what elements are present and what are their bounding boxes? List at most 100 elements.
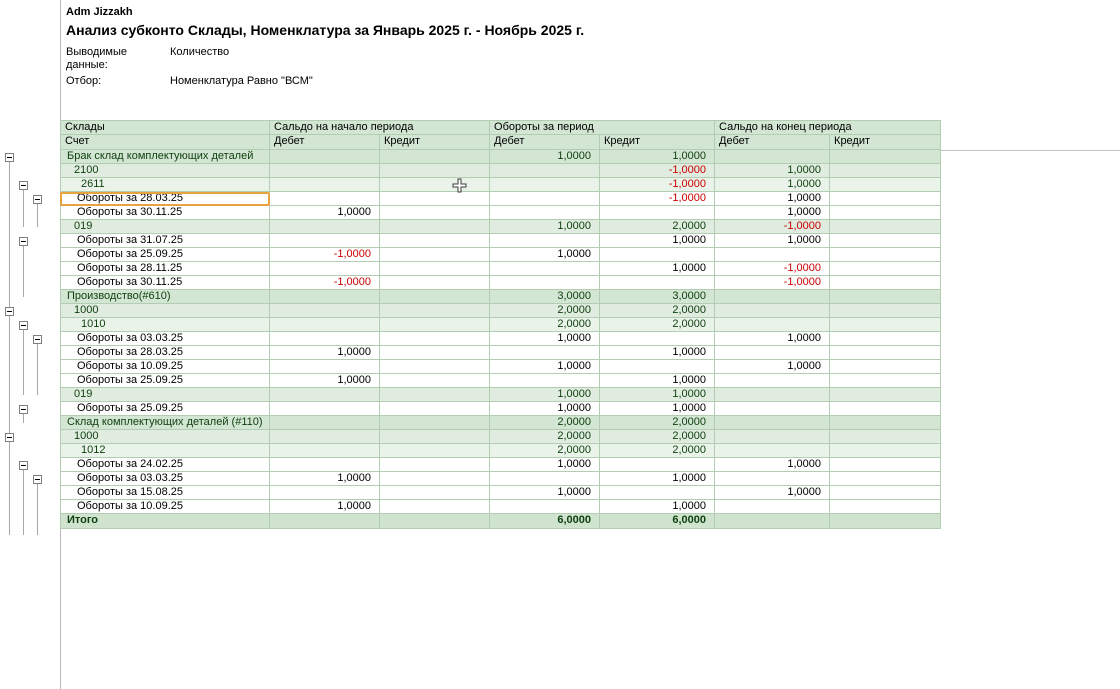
value-cell[interactable] [380,220,491,234]
value-cell[interactable] [490,276,601,290]
value-cell[interactable]: -1,0000 [270,248,380,262]
value-cell[interactable] [600,248,716,262]
value-cell[interactable] [830,514,942,529]
value-cell[interactable] [380,346,491,360]
value-cell[interactable]: 1,0000 [600,346,716,360]
value-cell[interactable]: 1,0000 [490,248,601,262]
header-credit-col[interactable]: Кредит [600,135,716,150]
header-closing-balance[interactable]: Сальдо на конец периода [715,120,942,135]
value-cell[interactable] [490,234,601,248]
value-cell[interactable]: 2,0000 [490,416,601,430]
value-cell[interactable]: 1,0000 [490,360,601,374]
row-label-cell[interactable]: Обороты за 10.09.25 [60,500,270,514]
value-cell[interactable]: 1,0000 [490,388,601,402]
value-cell[interactable]: 1,0000 [490,402,601,416]
row-label-cell[interactable]: Обороты за 30.11.25 [60,276,270,290]
value-cell[interactable] [270,514,380,529]
value-cell[interactable]: 1,0000 [600,262,716,276]
value-cell[interactable] [830,458,942,472]
value-cell[interactable] [830,332,942,346]
value-cell[interactable]: 1,0000 [600,388,716,402]
value-cell[interactable] [380,486,491,500]
value-cell[interactable]: 2,0000 [600,220,716,234]
tree-collapse-icon[interactable] [19,461,28,470]
value-cell[interactable] [380,178,491,192]
value-cell[interactable] [715,150,831,164]
value-cell[interactable]: 1,0000 [600,374,716,388]
value-cell[interactable] [270,220,380,234]
value-cell[interactable] [490,500,601,514]
row-label-cell[interactable]: Обороты за 03.03.25 [60,332,270,346]
value-cell[interactable]: 1,0000 [600,150,716,164]
value-cell[interactable] [380,360,491,374]
value-cell[interactable] [270,304,380,318]
value-cell[interactable] [270,192,380,206]
value-cell[interactable] [715,472,831,486]
value-cell[interactable]: 6,0000 [600,514,716,529]
value-cell[interactable] [830,248,942,262]
header-debit-col[interactable]: Дебет [490,135,601,150]
header-debit-icon-col[interactable]: Дебет [270,135,380,150]
value-cell[interactable] [830,318,942,332]
value-cell[interactable] [490,346,601,360]
value-cell[interactable]: 1,0000 [715,206,831,220]
header-debit-col[interactable]: Дебет [715,135,831,150]
value-cell[interactable] [830,206,942,220]
value-cell[interactable] [270,360,380,374]
value-cell[interactable] [380,402,491,416]
value-cell[interactable]: 2,0000 [600,416,716,430]
row-label-cell[interactable]: Обороты за 25.09.25 [60,374,270,388]
value-cell[interactable]: -1,0000 [600,192,716,206]
value-cell[interactable]: 1,0000 [715,332,831,346]
value-cell[interactable] [830,486,942,500]
value-cell[interactable] [830,416,942,430]
row-label-cell[interactable]: Склад комплектующих деталей (#110) [60,416,270,430]
value-cell[interactable]: 1,0000 [600,234,716,248]
value-cell[interactable] [600,486,716,500]
value-cell[interactable] [380,192,491,206]
value-cell[interactable]: 1,0000 [490,220,601,234]
row-label-cell[interactable]: 1010 [60,318,270,332]
value-cell[interactable] [380,500,491,514]
row-label-cell[interactable]: Производство(#610) [60,290,270,304]
value-cell[interactable] [490,192,601,206]
value-cell[interactable] [380,234,491,248]
value-cell[interactable] [830,430,942,444]
tree-collapse-icon[interactable] [5,433,14,442]
value-cell[interactable] [830,290,942,304]
tree-collapse-icon[interactable] [33,475,42,484]
row-label-cell[interactable]: Обороты за 28.03.25 [60,192,270,206]
value-cell[interactable]: 1,0000 [490,458,601,472]
value-cell[interactable] [270,150,380,164]
value-cell[interactable] [270,234,380,248]
value-cell[interactable] [830,178,942,192]
value-cell[interactable]: 2,0000 [490,430,601,444]
value-cell[interactable] [600,206,716,220]
value-cell[interactable] [270,444,380,458]
row-label-cell[interactable]: Обороты за 25.09.25 [60,248,270,262]
value-cell[interactable] [380,248,491,262]
row-label-cell[interactable]: Обороты за 28.03.25 [60,346,270,360]
value-cell[interactable] [830,444,942,458]
tree-collapse-icon[interactable] [19,181,28,190]
row-label-cell[interactable]: 019 [60,220,270,234]
value-cell[interactable] [380,318,491,332]
value-cell[interactable]: 1,0000 [600,472,716,486]
value-cell[interactable] [715,402,831,416]
header-opening-balance[interactable]: Сальдо на начало периода [270,120,491,135]
value-cell[interactable] [490,206,601,220]
value-cell[interactable] [380,430,491,444]
value-cell[interactable] [270,486,380,500]
value-cell[interactable] [270,402,380,416]
value-cell[interactable]: 2,0000 [490,444,601,458]
row-label-cell[interactable]: Обороты за 30.11.25 [60,206,270,220]
value-cell[interactable] [270,430,380,444]
row-label-cell[interactable]: Обороты за 28.11.25 [60,262,270,276]
value-cell[interactable] [380,514,491,529]
value-cell[interactable]: 1,0000 [715,360,831,374]
value-cell[interactable] [715,248,831,262]
value-cell[interactable]: 1,0000 [600,402,716,416]
row-label-cell[interactable]: 2611 [60,178,270,192]
value-cell[interactable] [830,472,942,486]
row-label-cell[interactable]: Обороты за 03.03.25 [60,472,270,486]
